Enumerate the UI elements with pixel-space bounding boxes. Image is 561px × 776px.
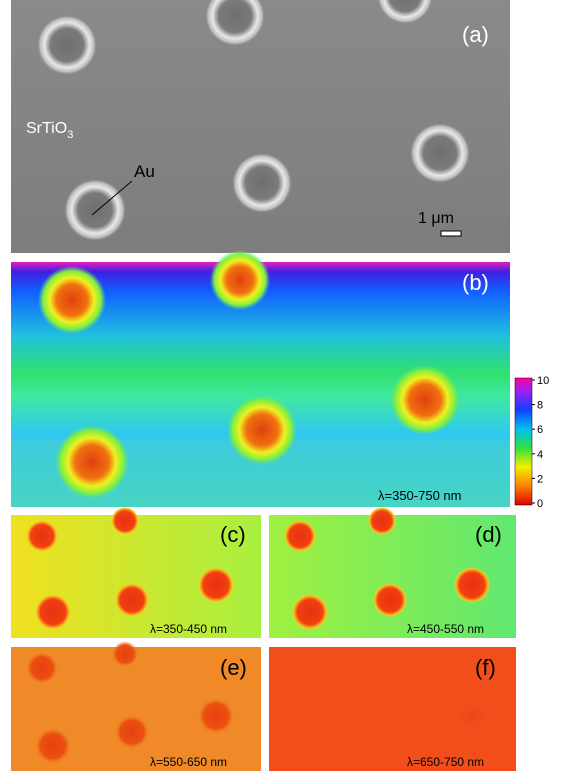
- colorbar: [515, 378, 532, 505]
- particle-label: Au: [134, 162, 155, 181]
- colorbar-ticks: 0 2 4 6 8 10: [532, 375, 549, 510]
- panel-caption: λ=350-450 nm: [150, 622, 227, 636]
- panel-b: (b) λ=350-750 nm 0 2 4 6 8 10: [11, 250, 549, 510]
- colorbar-tick-label: 2: [537, 473, 543, 485]
- panel-label: (a): [462, 22, 489, 47]
- panel-d: (d) λ=450-550 nm: [269, 507, 516, 638]
- panel-a: (a) SrTiO3 Au 1 μm: [11, 0, 510, 253]
- panel-label: (d): [475, 522, 502, 547]
- figure: (a) SrTiO3 Au 1 μm (b) λ=350-750 nm 0 2 4 6…: [0, 0, 561, 771]
- panel-caption: λ=450-550 nm: [407, 622, 484, 636]
- panel-e: (e) λ=550-650 nm: [11, 641, 261, 771]
- colorbar-tick-label: 8: [537, 400, 543, 412]
- panel-caption: λ=550-650 nm: [150, 755, 227, 769]
- colorbar-tick-label: 4: [537, 449, 543, 461]
- panel-label: (e): [220, 655, 247, 680]
- panel-label: (b): [462, 270, 489, 295]
- colorbar-tick-label: 0: [537, 498, 543, 510]
- scale-label: 1 μm: [418, 210, 454, 227]
- panel-caption: λ=350-750 nm: [378, 488, 461, 503]
- panel-label: (c): [220, 522, 246, 547]
- panel-c: (c) λ=350-450 nm: [11, 507, 261, 638]
- colorbar-tick-label: 10: [537, 375, 549, 387]
- panel-label: (f): [475, 655, 496, 680]
- panel-caption: λ=650-750 nm: [407, 755, 484, 769]
- panel-f: (f) λ=650-750 nm: [269, 647, 516, 771]
- colorbar-tick-label: 6: [537, 424, 543, 436]
